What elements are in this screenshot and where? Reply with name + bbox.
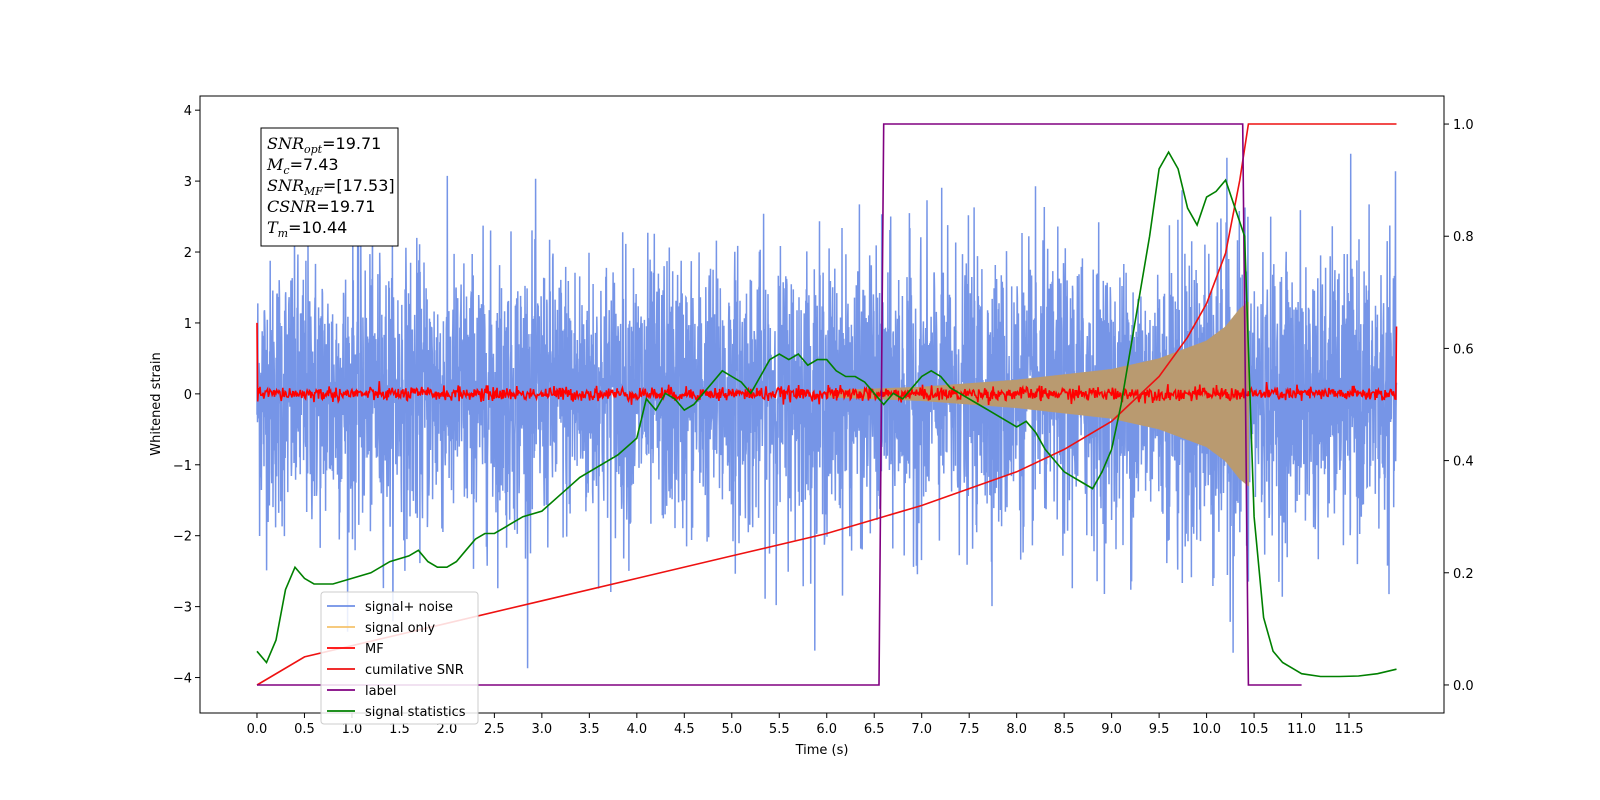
series-signal-only-line	[826, 301, 1249, 487]
y-tick-label: 4	[184, 104, 192, 119]
x-tick-label: 4.0	[626, 722, 647, 737]
series-cumulative-snr-line	[256, 123, 1397, 686]
y2-tick-label: 0.2	[1453, 567, 1474, 582]
x-tick-label: 0.5	[294, 722, 315, 737]
annotation-subscript: c	[283, 164, 289, 177]
x-tick-label: 2.5	[484, 722, 505, 737]
y-axis-label: Whitened strain	[149, 352, 164, 455]
annotation-value: =19.71	[322, 134, 381, 153]
legend-label: signal+ noise	[365, 600, 453, 615]
annotation-symbol: CSNR	[267, 197, 316, 216]
x-tick-label: 1.0	[342, 722, 363, 737]
x-tick-label: 1.5	[389, 722, 410, 737]
y-tick-label: 3	[184, 175, 192, 190]
y2-tick-label: 0.0	[1453, 679, 1474, 694]
x-tick-label: 8.0	[1006, 722, 1027, 737]
annotation-symbol: SNR	[267, 134, 304, 153]
x-tick-label: 6.0	[816, 722, 837, 737]
axes-layer: 0.0 0.5 1.0 1.5 2.0 2.5 3.0 3.5 4.0 4.5 5.0 5.5 6.0 6…	[173, 104, 1474, 737]
data-layer	[256, 123, 1398, 686]
annotation-value: =7.43	[290, 155, 339, 174]
y-tick-label: 2	[184, 246, 192, 261]
x-tick-label: 10.5	[1240, 722, 1269, 737]
x-tick-label: 7.5	[959, 722, 980, 737]
x-tick-label: 10.0	[1192, 722, 1221, 737]
x-tick-label: 3.0	[532, 722, 553, 737]
x-tick-label: 3.5	[579, 722, 600, 737]
x-tick-label: 2.0	[437, 722, 458, 737]
legend-label: cumilative SNR	[365, 663, 464, 678]
series-label-line	[257, 123, 1302, 686]
y2-tick-label: 0.4	[1453, 455, 1474, 470]
y-tick-label: 1	[184, 317, 192, 332]
plot-frame	[199, 95, 1445, 714]
series-mf-line	[256, 322, 1398, 405]
annotation-line: Tm=10.44	[267, 218, 347, 240]
y2-tick-label: 0.6	[1453, 342, 1474, 357]
legend-frame	[320, 591, 479, 725]
annotation-value: =19.71	[316, 197, 375, 216]
annotation-subscript: opt	[304, 143, 323, 156]
legend-label: signal only	[365, 621, 435, 636]
x-tick-label: 4.5	[674, 722, 695, 737]
annotation-box: SNRopt=19.71Mc=7.43SNRMF=[17.53]CSNR=19.…	[260, 127, 399, 247]
legend-label: signal statistics	[365, 705, 466, 720]
y2-tick-label: 1.0	[1453, 118, 1474, 133]
x-tick-label: 5.0	[721, 722, 742, 737]
annotation-symbol: M	[266, 155, 284, 174]
annotation-value: =10.44	[288, 218, 347, 237]
legend-label: label	[365, 684, 396, 699]
x-axis-label: Time (s)	[795, 743, 849, 758]
annotation-line: CSNR=19.71	[267, 197, 375, 216]
x-tick-label: 9.0	[1101, 722, 1122, 737]
annotation-symbol: T	[267, 218, 279, 237]
annotation-frame	[260, 127, 399, 247]
x-tick-label: 11.5	[1335, 722, 1364, 737]
y-tick-label: −3	[173, 601, 192, 616]
x-tick-label: 6.5	[864, 722, 885, 737]
x-tick-label: 5.5	[769, 722, 790, 737]
annotation-value: =[17.53]	[323, 176, 395, 195]
y2-tick-label: 0.8	[1453, 230, 1474, 245]
y-tick-label: 0	[184, 388, 192, 403]
x-tick-label: 9.5	[1149, 722, 1170, 737]
y-tick-label: −2	[173, 530, 192, 545]
annotation-subscript: m	[278, 227, 288, 240]
x-tick-label: 7.0	[911, 722, 932, 737]
y-tick-label: −1	[173, 459, 192, 474]
x-tick-label: 0.0	[247, 722, 268, 737]
annotation-symbol: SNR	[267, 176, 304, 195]
annotation-line: SNRMF=[17.53]	[267, 176, 395, 198]
y-tick-label: −4	[173, 672, 192, 687]
annotation-line: SNRopt=19.71	[267, 134, 381, 156]
x-tick-label: 11.0	[1287, 722, 1316, 737]
x-tick-label: 8.5	[1054, 722, 1075, 737]
annotation-line: Mc=7.43	[266, 155, 339, 177]
legend-label: MF	[365, 642, 384, 657]
annotation-subscript: MF	[303, 185, 323, 198]
series-signal-statistics-line	[256, 150, 1397, 678]
legend: signal+ noise signal only MF cumilative SNR…	[320, 591, 479, 725]
